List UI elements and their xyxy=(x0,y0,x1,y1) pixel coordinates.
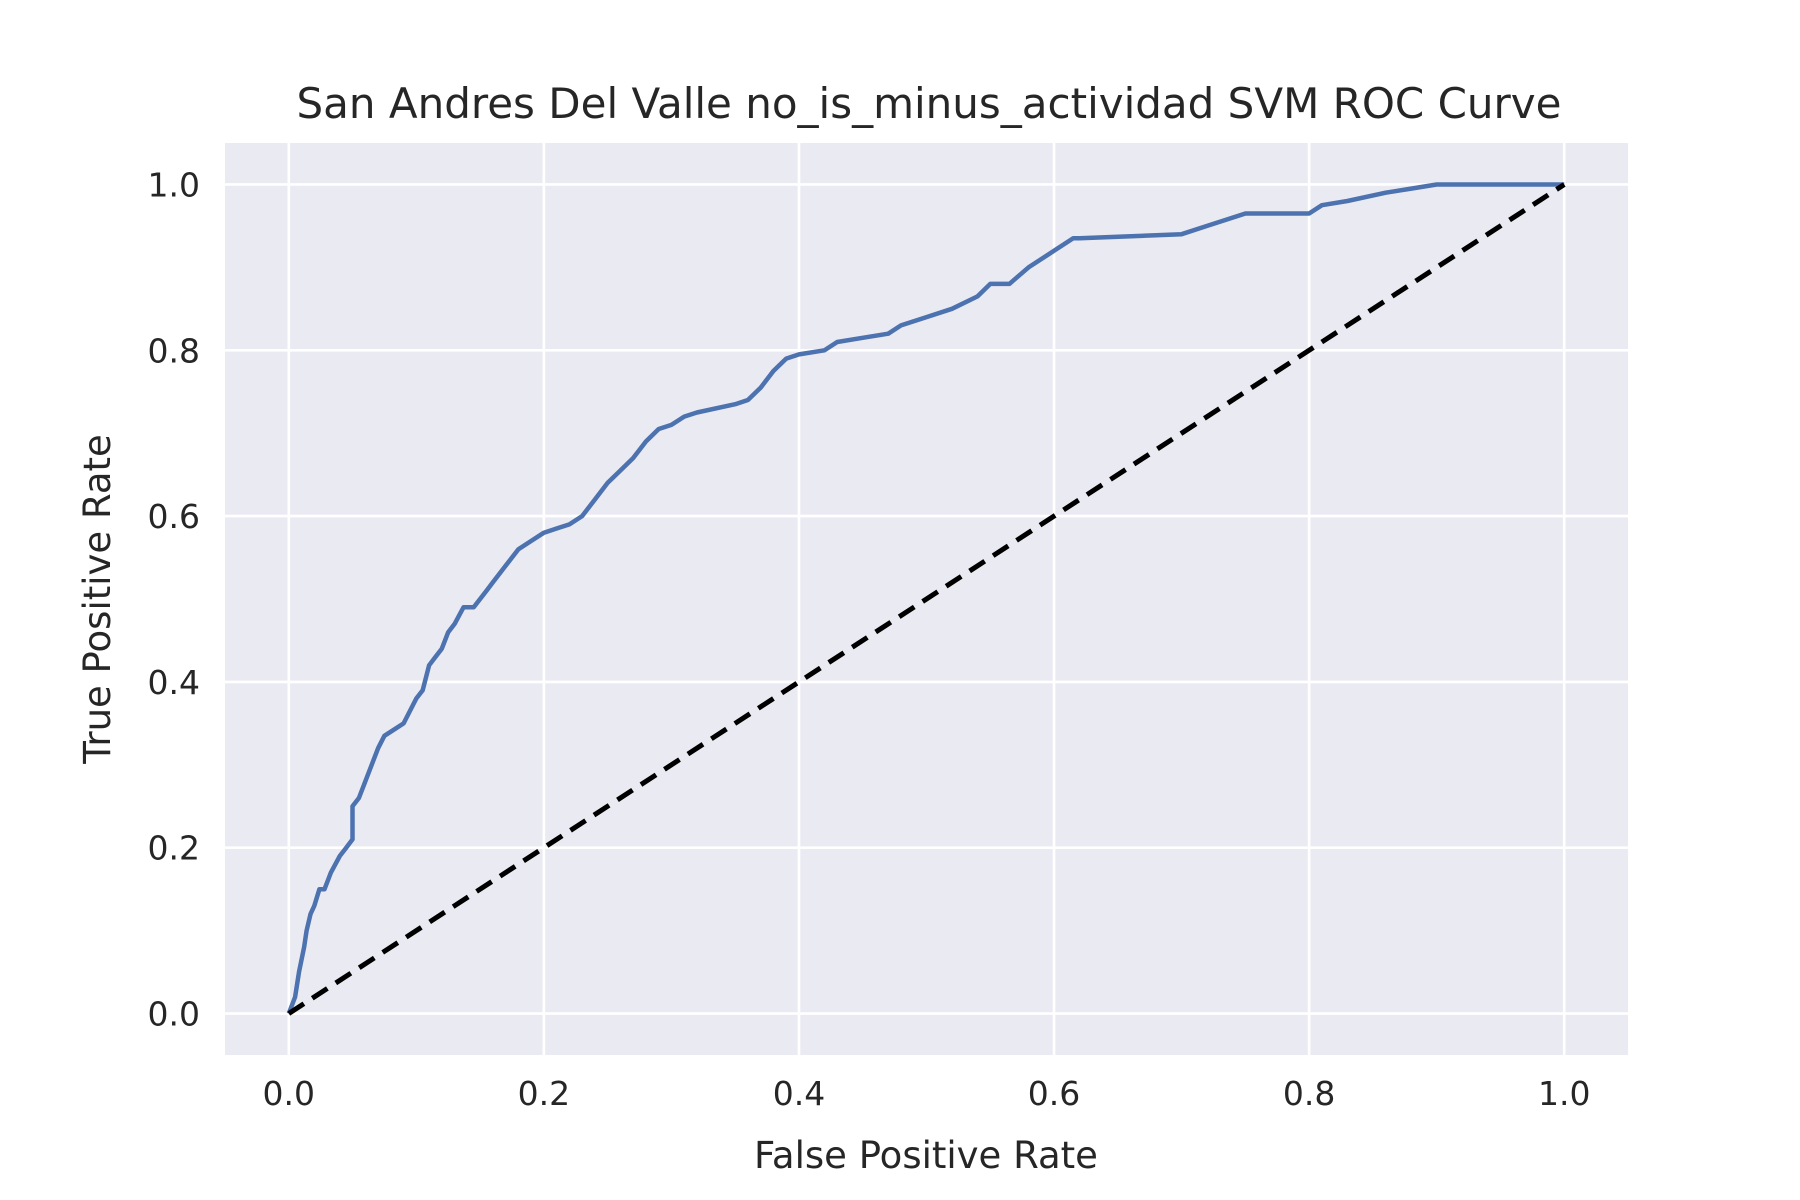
grid-lines xyxy=(225,143,1628,1055)
series-group xyxy=(286,182,1566,1016)
x-tick-label: 0.2 xyxy=(518,1074,570,1113)
y-tick-label: 0.0 xyxy=(148,995,200,1034)
x-tick-label: 0.4 xyxy=(773,1074,825,1113)
x-tick-label: 1.0 xyxy=(1538,1074,1590,1113)
y-tick-label: 0.4 xyxy=(148,663,200,702)
roc-curve xyxy=(286,182,1565,1015)
chance-line xyxy=(287,182,1566,1016)
x-tick-label: 0.0 xyxy=(263,1074,315,1113)
x-tick-label: 0.8 xyxy=(1283,1074,1335,1113)
y-tick-label: 1.0 xyxy=(148,165,200,204)
y-tick-label: 0.6 xyxy=(148,497,200,536)
x-tick-labels: 0.0 0.2 0.4 0.6 0.8 1.0 xyxy=(263,1074,1591,1113)
x-axis-label: False Positive Rate xyxy=(754,1134,1098,1177)
y-tick-labels: 0.0 0.2 0.4 0.6 0.8 1.0 xyxy=(148,165,200,1033)
y-tick-label: 0.2 xyxy=(148,829,200,868)
y-tick-label: 0.8 xyxy=(148,331,200,370)
chart-title: San Andres Del Valle no_is_minus_activid… xyxy=(296,79,1561,128)
x-tick-label: 0.6 xyxy=(1028,1074,1080,1113)
y-axis-label: True Positive Rate xyxy=(76,434,119,765)
